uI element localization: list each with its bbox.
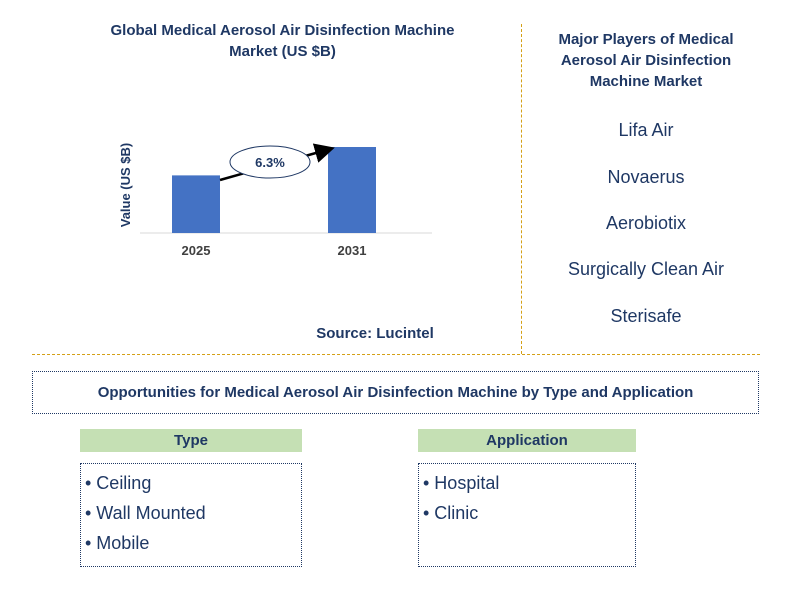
opportunities-title-box: Opportunities for Medical Aerosol Air Di… bbox=[32, 371, 759, 414]
player-item: Sterisafe bbox=[610, 306, 682, 326]
player-item: Lifa Air bbox=[618, 120, 674, 140]
bar-2025 bbox=[172, 175, 220, 233]
type-header-label: Type bbox=[174, 432, 208, 449]
bar-2031 bbox=[328, 147, 376, 233]
application-header: Application bbox=[418, 429, 636, 452]
application-header-label: Application bbox=[486, 432, 568, 449]
list-item: • Wall Mounted bbox=[85, 503, 206, 523]
list-item: • Clinic bbox=[423, 503, 479, 523]
players-title: Major Players of Medical Aerosol Air Dis… bbox=[558, 31, 734, 90]
source-label: Source: Lucintel bbox=[316, 325, 434, 342]
player-item: Surgically Clean Air bbox=[567, 259, 725, 279]
cagr-label: 6.3% bbox=[255, 155, 285, 170]
x-tick-labels: 2025 2031 bbox=[182, 243, 367, 258]
x-tick-label: 2031 bbox=[338, 243, 367, 258]
list-item: • Mobile bbox=[85, 533, 150, 553]
bars-group bbox=[172, 147, 376, 233]
application-list: • Hospital • Clinic bbox=[418, 463, 636, 567]
chart-title: Global Medical Aerosol Air Disinfection … bbox=[110, 22, 455, 60]
player-item: Novaerus bbox=[607, 167, 685, 187]
type-header: Type bbox=[80, 429, 302, 452]
player-item: Aerobiotix bbox=[605, 213, 687, 233]
y-axis-label: Value (US $B) bbox=[118, 143, 133, 228]
list-item: • Ceiling bbox=[85, 473, 152, 493]
market-chart: Value (US $B) 2025 2031 6.3% bbox=[118, 143, 432, 258]
x-tick-label: 2025 bbox=[182, 243, 211, 258]
list-item: • Hospital bbox=[423, 473, 500, 493]
vertical-divider bbox=[521, 24, 522, 354]
horizontal-divider bbox=[32, 354, 760, 355]
opportunities-title: Opportunities for Medical Aerosol Air Di… bbox=[97, 384, 694, 401]
cagr-ellipse bbox=[229, 145, 311, 179]
type-list: • Ceiling • Wall Mounted • Mobile bbox=[80, 463, 302, 567]
